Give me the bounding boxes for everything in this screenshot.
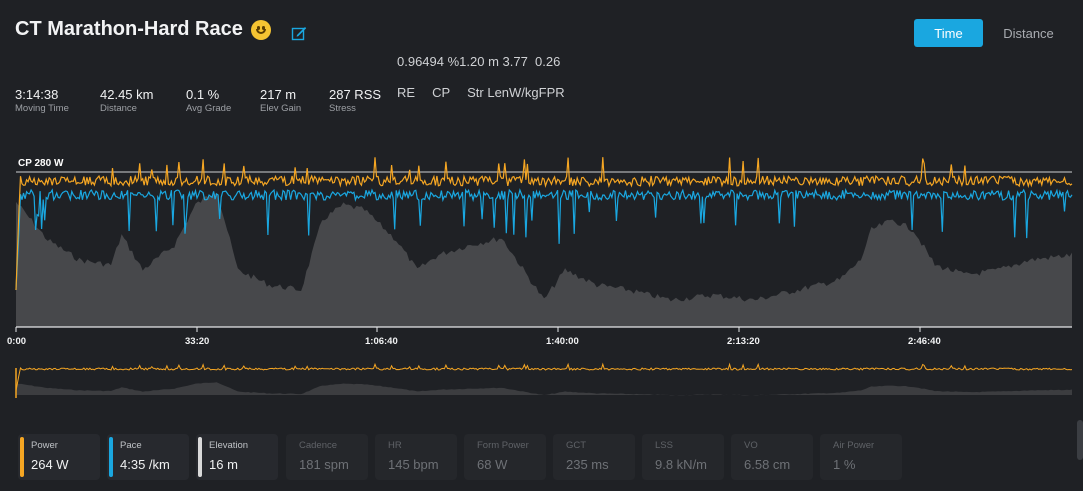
elevation-area <box>16 192 1072 327</box>
legend-name: Air Power <box>833 440 875 451</box>
legend-name: Form Power <box>477 440 529 451</box>
legend-form-power[interactable]: Form Power 68 W <box>464 434 546 480</box>
x-tick-label: 33:20 <box>185 336 209 347</box>
metric-label-cp: CP <box>432 85 451 100</box>
legend-name: Pace <box>120 440 142 451</box>
legend-gct[interactable]: GCT 235 ms <box>553 434 635 480</box>
legend-value: 16 m <box>209 457 238 472</box>
legend-lss[interactable]: LSS 9.8 kN/m <box>642 434 724 480</box>
activity-title: CT Marathon-Hard Race <box>15 18 243 40</box>
stat-label: Moving Time <box>15 103 69 114</box>
stat-value: 0.1 % <box>186 87 220 102</box>
stat-label: Distance <box>100 103 137 114</box>
overview-elevation-area <box>16 382 1072 396</box>
legend-value: 264 W <box>31 457 69 472</box>
stat-label: Avg Grade <box>186 103 232 114</box>
stat-value: 42.45 km <box>100 87 154 102</box>
legend-value: 6.58 cm <box>744 457 791 472</box>
metric-label-str: Str LenW/kgFPR <box>467 85 565 100</box>
legend-value: 145 bpm <box>388 457 439 472</box>
overview-power-line <box>15 362 1073 391</box>
stat-stress: 287 RSS Stress <box>329 87 381 114</box>
legend-value: 235 ms <box>566 457 609 472</box>
metrics-labels: RE CP Str LenW/kgFPR <box>397 85 565 100</box>
stat-value: 287 RSS <box>329 87 382 102</box>
stat-moving-time: 3:14:38 Moving Time <box>15 87 69 114</box>
legend-name: Elevation <box>209 440 249 451</box>
metric-label-re: RE <box>397 85 416 100</box>
legend-value: 9.8 kN/m <box>655 457 708 472</box>
legend-elevation[interactable]: Elevation 16 m <box>196 434 278 480</box>
legend-value: 181 spm <box>299 457 349 472</box>
legend-air-power[interactable]: Air Power 1 % <box>820 434 902 480</box>
legend-cadence[interactable]: Cadence 181 spm <box>286 434 368 480</box>
x-tick-label: 0:00 <box>7 336 26 347</box>
overview-strip[interactable] <box>15 362 1073 398</box>
legend-value: 1 % <box>833 457 856 472</box>
time-toggle-button[interactable]: Time <box>914 19 983 47</box>
x-tick-label: 2:46:40 <box>908 336 941 347</box>
stat-label: Elev Gain <box>260 103 302 114</box>
legend-power[interactable]: Power 264 W <box>18 434 100 480</box>
legend-name: HR <box>388 440 402 451</box>
activity-title-row: CT Marathon-Hard Race <box>15 18 271 41</box>
legend-vo[interactable]: VO 6.58 cm <box>731 434 813 480</box>
cp-label: CP 280 W <box>18 158 64 169</box>
legend-value: 4:35 /km <box>120 457 170 472</box>
edit-icon[interactable] <box>291 25 307 41</box>
legend-name: Cadence <box>299 440 338 451</box>
stat-value: 217 m <box>260 87 297 102</box>
activity-chart[interactable]: CP 280 W 0:00 33:20 1:06:40 1:40:00 2:13:20 2… <box>0 150 1083 410</box>
legend-pace[interactable]: Pace 4:35 /km <box>107 434 189 480</box>
stat-elev-gain: 217 m Elev Gain <box>260 87 301 114</box>
legend-scrollbar[interactable] <box>1077 420 1083 460</box>
stat-distance: 42.45 km Distance <box>100 87 153 114</box>
x-tick-label: 1:06:40 <box>365 336 398 347</box>
legend-hr[interactable]: HR 145 bpm <box>375 434 457 480</box>
legend-name: Power <box>31 440 58 451</box>
stat-avg-grade: 0.1 % Avg Grade <box>186 87 231 114</box>
metrics-values: 0.96494 %1.20 m 3.77 0.26 <box>397 54 561 69</box>
legend-name: GCT <box>566 440 587 451</box>
stat-label: Stress <box>329 103 356 114</box>
legend-name: VO <box>744 440 758 451</box>
legend-value: 68 W <box>477 457 508 472</box>
power-series-line <box>15 157 1073 291</box>
distance-toggle-button[interactable]: Distance <box>994 19 1063 47</box>
x-tick-label: 1:40:00 <box>546 336 579 347</box>
smiley-face-icon <box>250 19 271 40</box>
legend-name: LSS <box>655 440 673 451</box>
x-tick-label: 2:13:20 <box>727 336 760 347</box>
stat-value: 3:14:38 <box>15 87 59 102</box>
pace-series-line <box>15 188 1073 291</box>
